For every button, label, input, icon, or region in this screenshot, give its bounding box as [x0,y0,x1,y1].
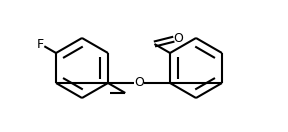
Text: O: O [173,32,183,45]
Text: O: O [134,77,144,89]
Text: F: F [37,37,44,51]
